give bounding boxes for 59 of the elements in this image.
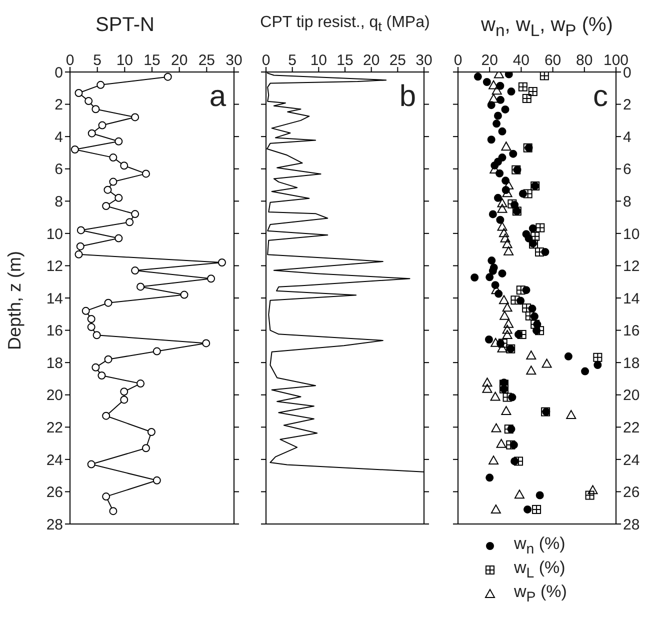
y-tick-label: 2 (54, 96, 63, 114)
y-axis-title: Depth, z (m) (4, 250, 26, 352)
annotation: b (399, 80, 416, 114)
y-tick-label: 26 (46, 484, 63, 502)
x-tick-label: 0 (66, 52, 74, 69)
y2-tick-label: 18 (623, 354, 640, 372)
chart-title: SPT-N (94, 14, 156, 37)
legend-label: w$_{L}$ (%) (514, 558, 566, 582)
y-tick-label: 4 (54, 128, 63, 146)
x-tick-label: 15 (144, 52, 160, 69)
x-tick-label: 5 (288, 52, 297, 69)
y-tick-label: 28 (46, 516, 63, 534)
x-tick-label: 10 (116, 52, 134, 69)
y-tick-label: 16 (46, 322, 63, 340)
x-tick-label: 15 (336, 52, 354, 69)
y2-tick-label: 24 (623, 452, 640, 469)
chart-title: w$_{n}$, w$_{L}$, w$_{P}$ (%) (480, 14, 614, 41)
x-tick-label: 60 (544, 52, 562, 69)
y2-tick-label: 28 (623, 516, 640, 534)
y2-tick-label: 6 (623, 161, 632, 178)
y-tick-label: 8 (54, 193, 63, 210)
y-tick-label: 22 (46, 419, 63, 436)
y-tick-label: 14 (46, 290, 63, 308)
chart-title: CPT tip resist., q$_{t}$ (MPa) (259, 14, 431, 34)
y2-tick-label: 2 (623, 96, 632, 114)
x-tick-label: 5 (93, 52, 102, 69)
x-tick-label: 20 (170, 52, 188, 69)
legend-label: w$_{n}$ (%) (514, 534, 566, 558)
annotation: c (593, 80, 608, 114)
y2-tick-label: 10 (623, 226, 640, 243)
y-tick-label: 20 (46, 387, 63, 404)
x-tick-label: 0 (262, 52, 270, 69)
x-tick-label: 20 (481, 52, 498, 69)
legend-label: w$_{P}$ (%) (514, 582, 567, 606)
x-tick-label: 25 (198, 52, 216, 69)
y-tick-label: 12 (46, 258, 63, 276)
x-tick-label: 0 (454, 52, 462, 69)
y-tick-label: 18 (46, 354, 63, 372)
y-tick-label: 6 (54, 161, 63, 178)
y2-tick-label: 16 (623, 322, 640, 340)
y-tick-label: 24 (46, 452, 63, 469)
y2-tick-label: 12 (623, 258, 640, 276)
y2-tick-label: 0 (623, 64, 632, 82)
y2-tick-label: 22 (623, 419, 640, 436)
x-tick-label: 40 (512, 52, 530, 69)
y2-tick-label: 20 (623, 387, 640, 404)
x-tick-label: 20 (362, 52, 380, 69)
x-tick-label: 30 (226, 52, 242, 69)
x-tick-label: 10 (310, 52, 328, 69)
y-tick-label: 0 (54, 64, 63, 82)
y2-tick-label: 14 (623, 290, 640, 308)
y2-tick-label: 26 (623, 484, 640, 502)
annotation: a (209, 80, 226, 114)
y2-tick-label: 4 (623, 128, 632, 146)
x-tick-label: 25 (389, 52, 406, 69)
y-tick-label: 10 (46, 226, 63, 243)
x-tick-label: 80 (576, 52, 593, 69)
y2-tick-label: 8 (623, 193, 632, 210)
x-tick-label: 30 (416, 52, 432, 69)
